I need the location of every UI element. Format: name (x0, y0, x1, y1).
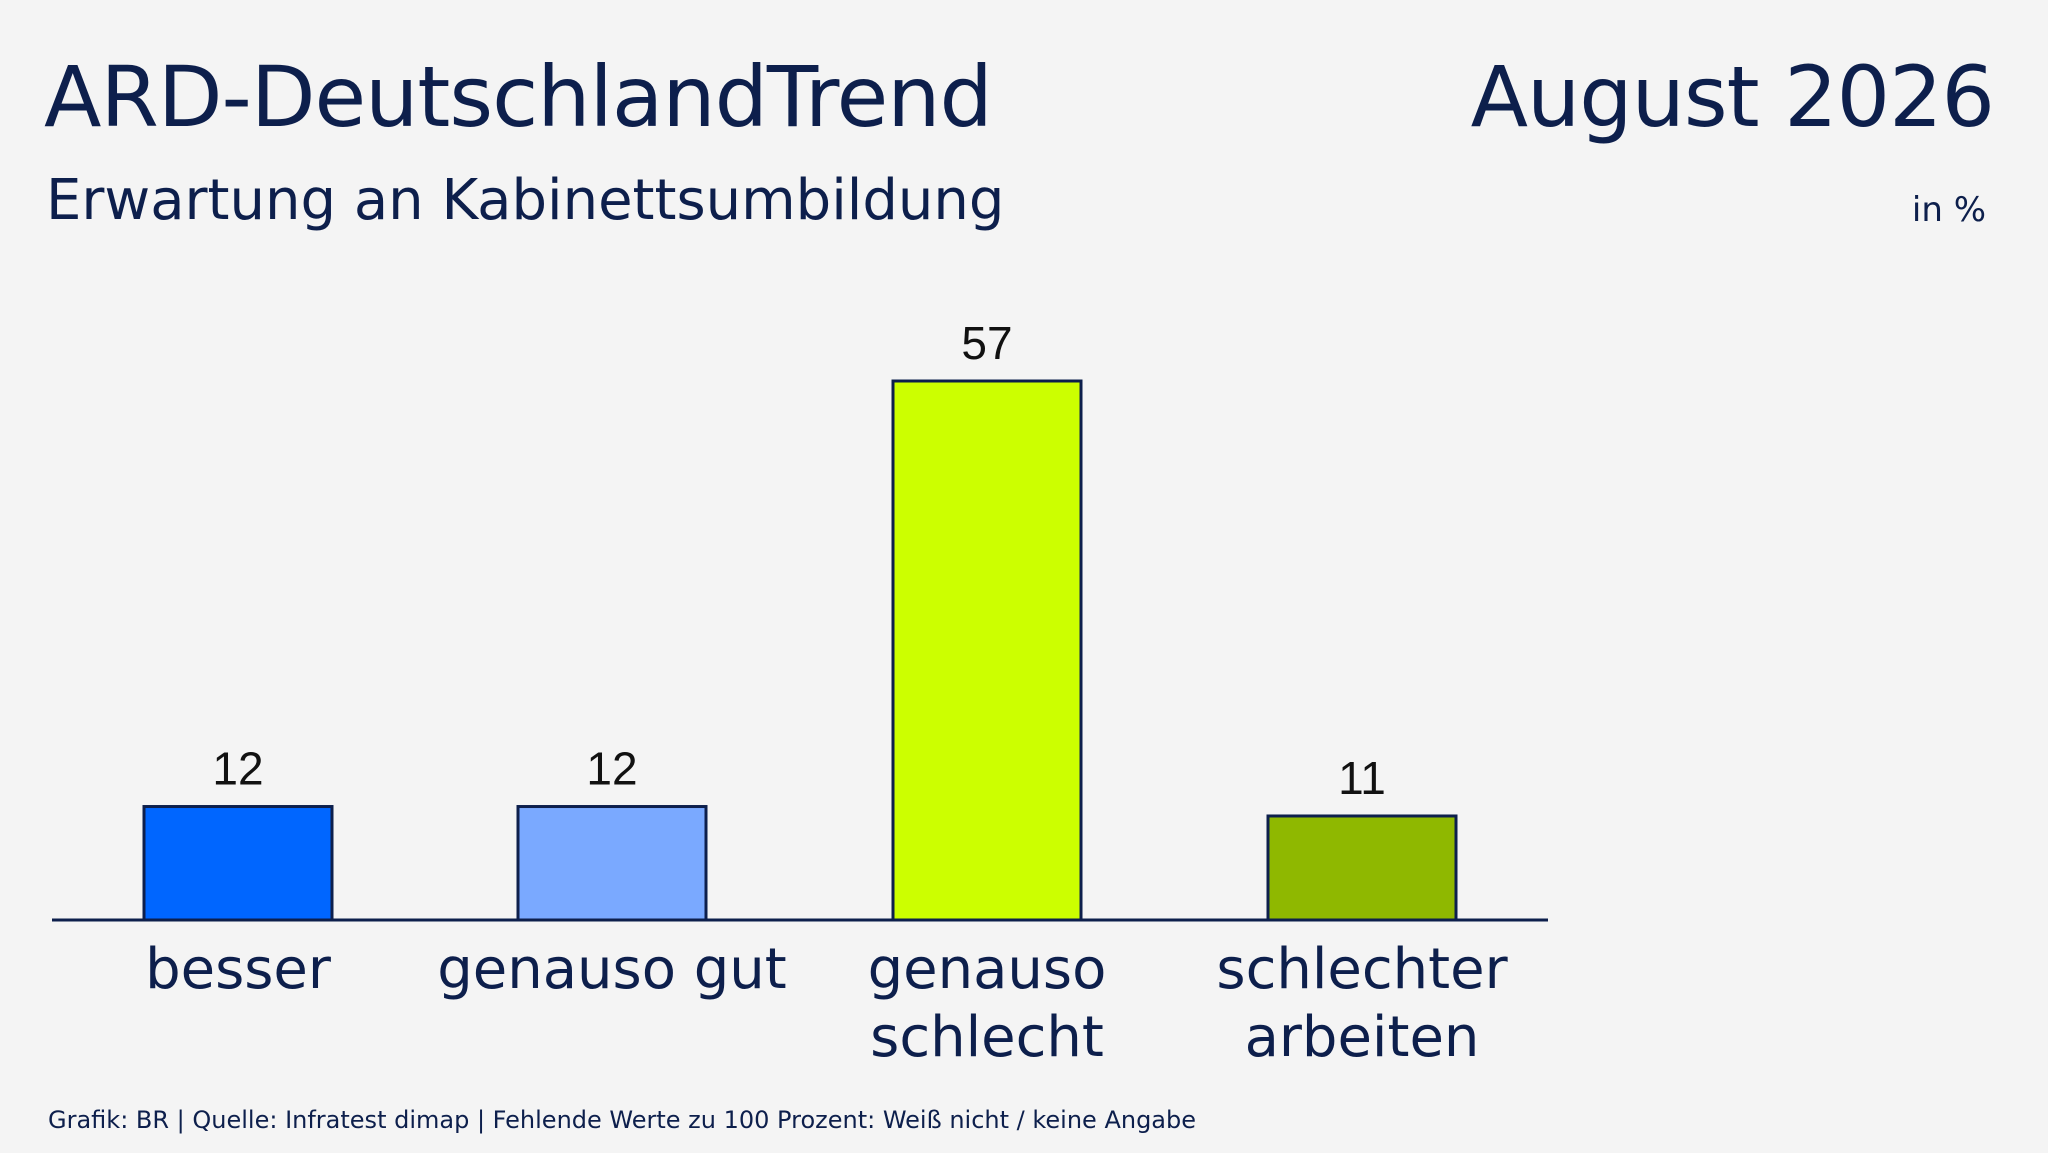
value-label-1: 12 (586, 743, 637, 795)
value-label-0: 12 (212, 743, 263, 795)
category-label-3-0: schlechter (1216, 937, 1508, 1002)
category-label-0-0: besser (145, 937, 332, 1002)
source-note: Grafik: BR | Quelle: Infratest dimap | F… (48, 1106, 1197, 1134)
value-label-2: 57 (961, 317, 1012, 369)
unit-label: in % (1911, 190, 1986, 230)
bar-0 (142, 805, 334, 922)
bar-2 (891, 379, 1083, 922)
survey-date: August 2026 (1470, 48, 1995, 146)
bar-3 (1266, 814, 1458, 922)
category-label-1-0: genauso gut (437, 937, 787, 1002)
chart-subtitle: Erwartung an Kabinettsumbildung (46, 168, 1005, 233)
category-label-2-0: genauso (868, 937, 1107, 1002)
value-label-3: 11 (1338, 752, 1386, 804)
page-title: ARD-DeutschlandTrend (44, 48, 993, 146)
bar-1 (516, 805, 708, 922)
category-label-2-1: schlecht (870, 1005, 1104, 1070)
category-label-3-1: arbeiten (1245, 1005, 1480, 1070)
